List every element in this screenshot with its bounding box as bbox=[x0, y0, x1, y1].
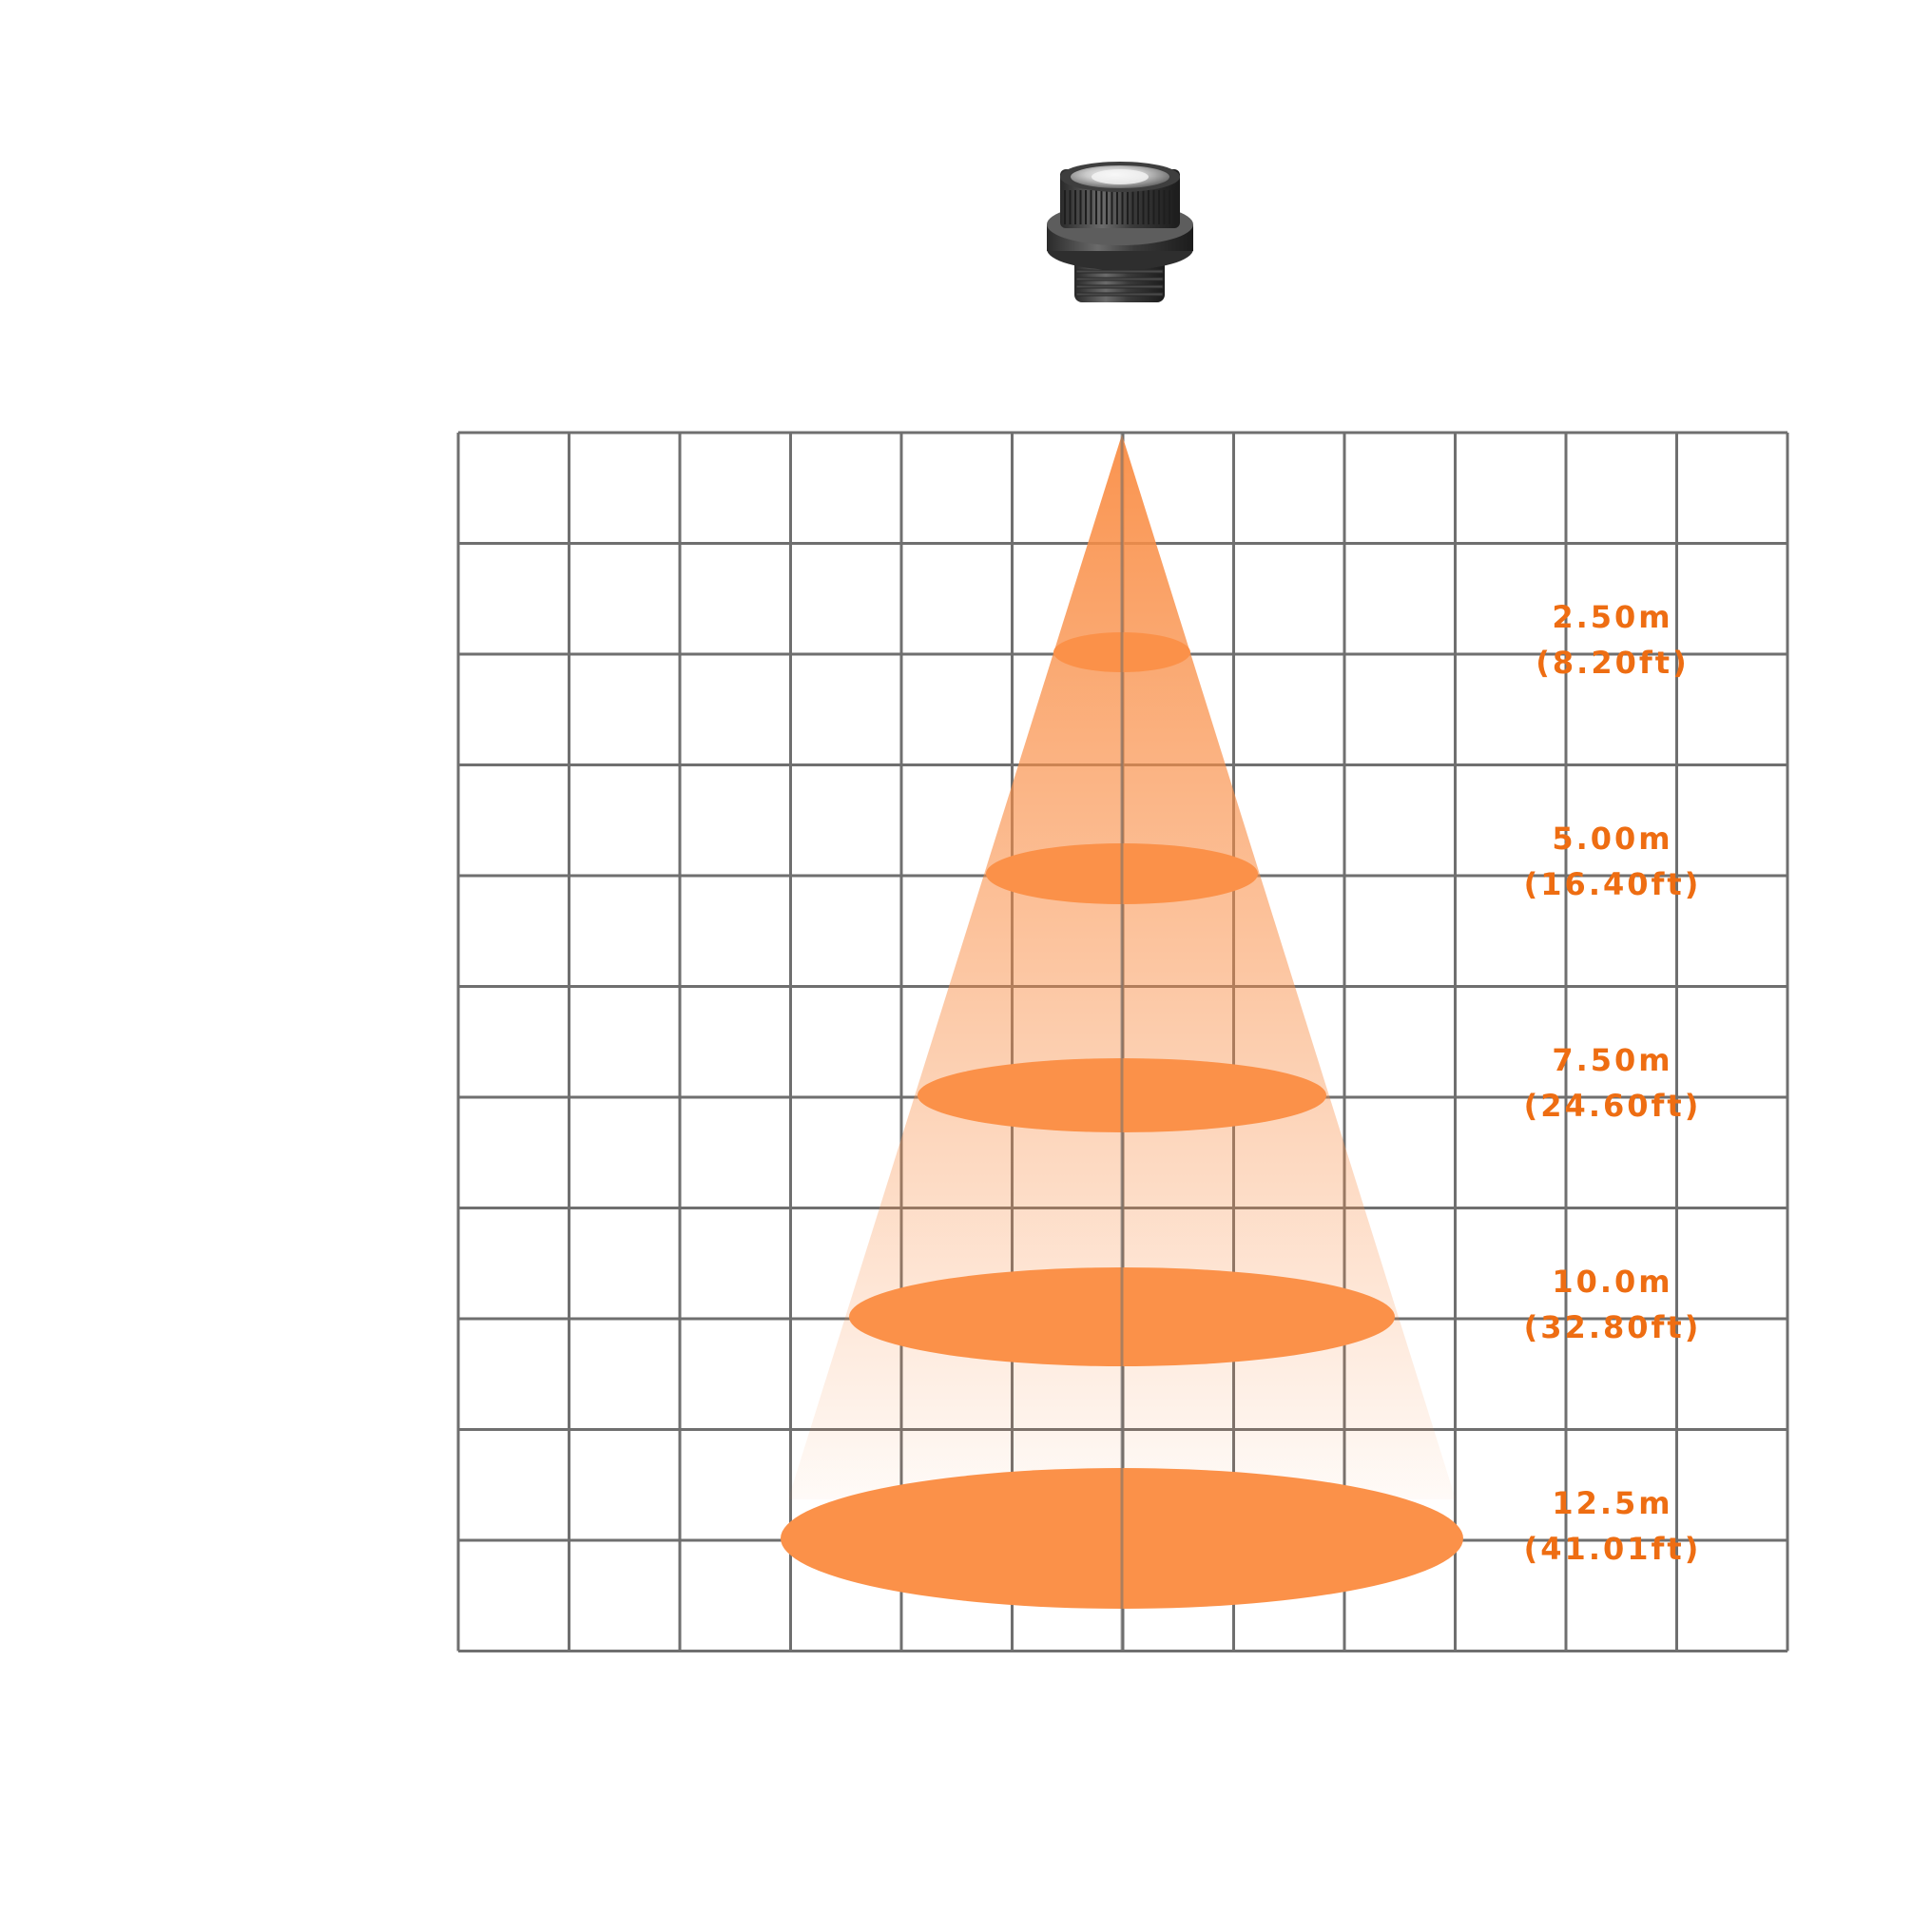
distance-label-metric: 10.0m bbox=[1552, 1264, 1672, 1300]
distance-label-imperial: (24.60ft) bbox=[1524, 1088, 1702, 1124]
distance-label-imperial: (32.80ft) bbox=[1524, 1309, 1702, 1345]
distance-label-metric: 2.50m bbox=[1552, 599, 1672, 635]
distance-label-imperial: (16.40ft) bbox=[1524, 866, 1702, 902]
distance-label-imperial: (8.20ft) bbox=[1536, 645, 1689, 681]
distance-label-metric: 5.00m bbox=[1552, 821, 1672, 857]
distance-label-metric: 7.50m bbox=[1552, 1042, 1672, 1078]
distance-label-imperial: (41.01ft) bbox=[1524, 1531, 1702, 1567]
spotlight-fixture-icon bbox=[1047, 162, 1193, 302]
distance-label-metric: 12.5m bbox=[1552, 1485, 1672, 1521]
